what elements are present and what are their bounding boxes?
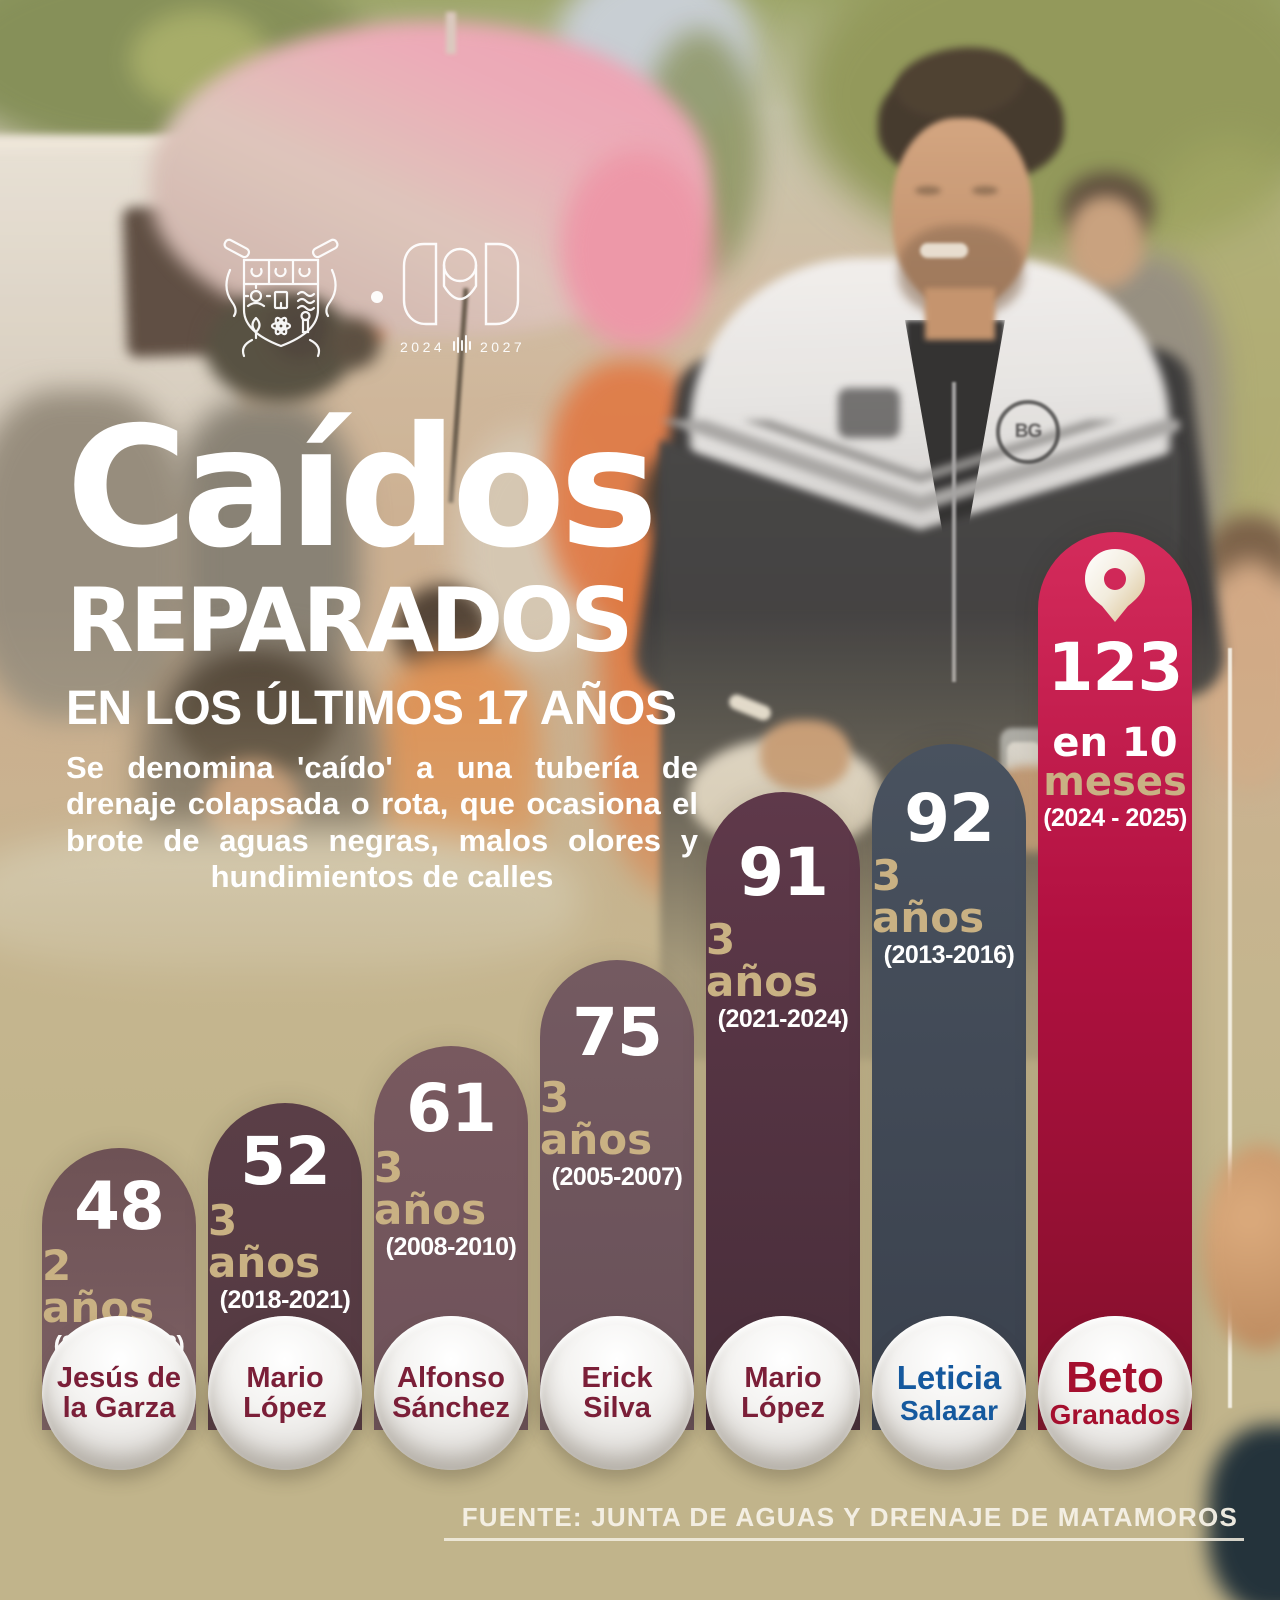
official-name-line1: Erick [581, 1361, 653, 1394]
official-name-line2: la Garza [62, 1392, 176, 1424]
page-title: Caídos [66, 392, 658, 585]
bar-period-line1: en 10 [1052, 719, 1178, 766]
title-block: Caídos REPARADOS EN LOS ÚLTIMOS 17 AÑOS … [66, 392, 698, 895]
matamoros-coat-of-arms-icon [223, 238, 339, 358]
bar-value: 52 [240, 1123, 331, 1200]
administration-2024-2027-logo: 2024 2027 [400, 242, 524, 355]
bar-period-label: 3 años [872, 850, 985, 942]
photo-child-bottom-right-body [1208, 1425, 1280, 1600]
page-title-caps: REPARADOS [66, 569, 634, 673]
official-name-line1: Leticia [896, 1359, 1002, 1397]
official-name-line1: Mario [246, 1361, 324, 1394]
photo-light-pole [1228, 648, 1232, 1408]
bar-period-label: 3 años [374, 1142, 487, 1234]
bar-value: 123 [1047, 629, 1184, 706]
official-circle: Mario López [706, 1316, 860, 1470]
description-text: Se denomina 'caído' a una tubería de dre… [66, 750, 698, 894]
bar-range-label: (2005-2007) [551, 1162, 683, 1191]
official-circle: Erick Silva [540, 1316, 694, 1470]
official-circle: Alfonso Sánchez [374, 1316, 528, 1470]
official-name-line1: Alfonso [397, 1361, 505, 1394]
bar-value: 61 [406, 1070, 497, 1147]
source-underline [444, 1538, 1244, 1541]
page-subtitle: EN LOS ÚLTIMOS 17 AÑOS [66, 682, 677, 736]
bar-range-label: (2018-2021) [219, 1285, 351, 1314]
bar-period-label: 3 años [208, 1195, 321, 1287]
bar-value: 92 [904, 780, 995, 857]
logo-separator-dot [371, 291, 383, 303]
official-name-line2: Sánchez [392, 1392, 510, 1424]
chart-bar: 92 3 años (2013-2016) [872, 744, 1026, 1430]
term-start-year: 2024 [400, 339, 445, 355]
official-name-line2: López [741, 1392, 825, 1424]
bar-range-label: (2024 - 2025) [1043, 804, 1187, 833]
official-circle: Leticia Salazar [872, 1316, 1026, 1470]
official-name-line2: Salazar [899, 1394, 999, 1426]
official-name-line1: Jesús de [56, 1361, 182, 1394]
bar-value: 75 [572, 994, 663, 1071]
bar-range-label: (2008-2010) [385, 1232, 517, 1261]
source-caption: FUENTE: JUNTA DE AGUAS Y DRENAJE DE MATA… [461, 1502, 1238, 1532]
official-circle: Jesús de la Garza [42, 1316, 196, 1470]
term-end-year: 2027 [480, 339, 524, 355]
official-name-line2: Silva [583, 1392, 651, 1424]
location-pin-icon [1082, 547, 1148, 625]
bar-period-line2: meses [1043, 758, 1187, 805]
bar-value: 91 [738, 834, 829, 911]
official-circle: Beto Granados [1038, 1316, 1192, 1470]
official-name-line2: Granados [1049, 1399, 1181, 1431]
bar-range-label: (2013-2016) [883, 940, 1015, 969]
chart-bar: 123 en 10 meses (2024 - 2025) [1038, 532, 1192, 1430]
bar-period-label: 3 años [540, 1072, 653, 1164]
bar-period-label: 3 años [706, 914, 819, 1006]
official-circle: Mario López [208, 1316, 362, 1470]
official-name-line1: Beto [1066, 1353, 1164, 1403]
bar-value: 48 [74, 1168, 165, 1245]
official-name-line2: López [243, 1392, 327, 1424]
bar-range-label: (2021-2024) [717, 1004, 849, 1033]
official-name-line1: Mario [744, 1361, 822, 1394]
